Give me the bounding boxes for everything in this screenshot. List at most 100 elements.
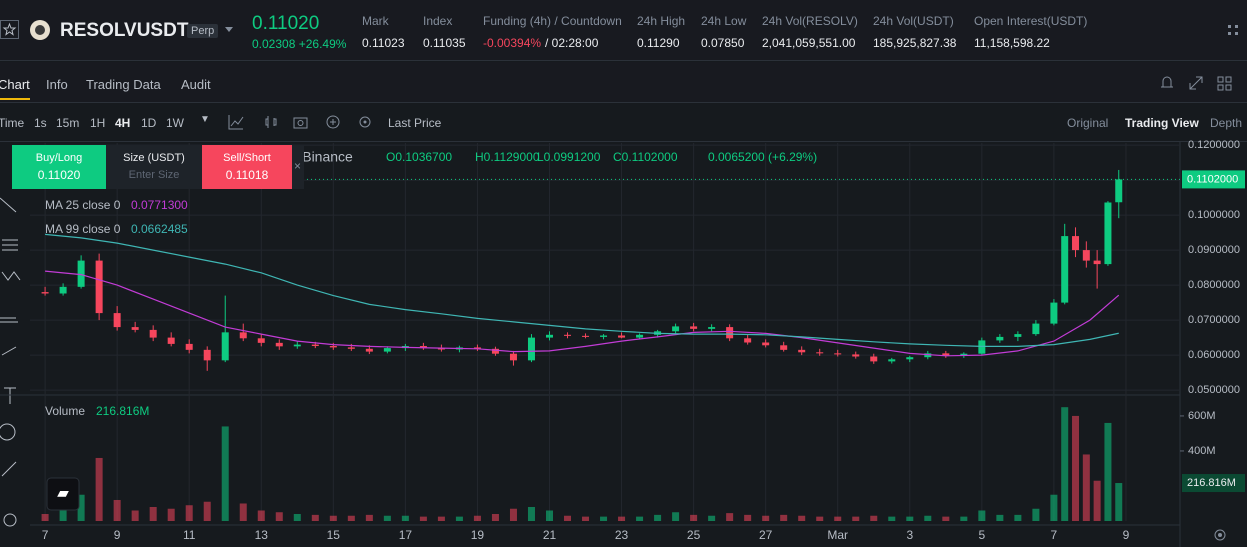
buy-button[interactable]: Buy/Long 0.11020 [12,145,106,189]
view-tab[interactable]: Depth [1210,116,1243,130]
star-icon[interactable] [0,20,20,40]
candle-body [1014,334,1022,337]
candle-body [329,346,337,348]
interval[interactable]: 15m [56,116,80,130]
x-tick-label: 13 [255,528,269,542]
interval[interactable]: 1H [90,116,106,130]
stat-label: Mark [362,14,389,28]
ohlc-value: C0.1102000 [613,150,678,164]
interval[interactable]: 4H [115,116,131,130]
volume-bar [996,514,1004,521]
x-tick-label: 25 [687,528,701,542]
candle-body [1072,236,1080,251]
settings-icon[interactable] [1225,22,1241,38]
volume-bar [744,514,752,521]
candle-body [365,348,373,352]
volume-bar [690,514,698,521]
candle-body [383,348,391,352]
candle-body [888,359,896,362]
candle-body [798,349,806,353]
view-tab[interactable]: Trading View [1125,116,1199,130]
candle-body [239,332,247,339]
volume-bar [383,515,391,521]
volume-bar [1061,407,1069,521]
interval[interactable]: 1W [166,116,184,130]
svg-text:▰: ▰ [57,485,70,501]
volume-bar [365,514,373,521]
tab[interactable]: Chart [0,77,30,100]
volume-bar [636,516,644,521]
candle-body [95,260,103,314]
candle-body [1082,250,1090,261]
volume-bar [1093,480,1101,521]
view-tab[interactable]: Original [1067,116,1109,130]
candle-body [1032,323,1040,335]
interval[interactable]: Time [0,116,25,130]
interval-more[interactable]: ▼ [200,114,210,125]
volume-bar [906,516,914,521]
volume-bar [239,503,247,521]
tab[interactable]: Trading Data [86,77,161,92]
price-type[interactable]: Last Price [388,116,442,130]
size-input[interactable]: Size (USDT) Enter Size [106,145,202,189]
contract-badge: Perp [187,24,219,38]
toolbar-icons[interactable] [228,114,378,130]
close-button[interactable]: × [294,159,302,173]
sell-button[interactable]: Sell/Short 0.11018 [202,145,292,189]
candle-body [780,345,788,350]
x-tick-label: 17 [399,528,413,542]
stat-value: -0.00394% [483,36,542,50]
x-tick-label: 7 [42,528,49,542]
labels: 7 9 11 13 15 17 19 21 23 25 27 Mar 3 5 7 9 0.0500000 0.06… [35,139,1245,542]
sell-price: 0.11018 [225,168,269,182]
volume-bar [600,516,608,521]
ma-value: 0.0771300 [131,198,188,212]
candle-body [131,327,139,330]
volume-bar [95,457,103,521]
ohlc-value: 0.0065200 (+6.29%) [708,150,817,164]
buy-price: 0.11020 [37,168,81,182]
candle-body [257,338,265,343]
candle-body [1050,302,1058,324]
tab[interactable]: Audit [181,77,211,92]
volume-current-axis: 216.816M [1187,477,1236,489]
x-tick-label: 9 [1123,528,1130,542]
candle-body [41,292,49,294]
dropdown-caret[interactable] [224,26,234,34]
candle-body [275,342,283,347]
candle-body [978,340,986,354]
candle-body [960,353,968,356]
candle-body [816,352,824,354]
x-tick-label: 21 [543,528,557,542]
volume-bar [401,515,409,521]
drawing-tools[interactable] [0,197,21,527]
buy-label: Buy/Long [35,152,83,164]
volume-bar [257,510,265,521]
volume-name: Volume [45,404,85,418]
tab[interactable]: Info [46,77,68,92]
interval[interactable]: 1s [34,116,47,130]
volume-bar [654,514,662,521]
candle-body [1093,260,1101,265]
last-price: 0.11020 [252,13,320,34]
x-tick-label: Mar [827,528,848,542]
tab-icons[interactable] [1158,74,1238,92]
x-tick-label: 5 [978,528,985,542]
volume-bar [473,515,481,521]
symbol[interactable]: RESOLVUSDT [60,20,189,41]
settings-gear[interactable] [1214,529,1226,541]
candle-body [167,337,175,344]
ma-name: MA 25 close 0 [45,198,121,212]
volume-bar [978,510,986,521]
sell-label: Sell/Short [223,152,271,164]
candle-body [726,327,734,339]
volume-bar [870,515,878,521]
stat-value: 0.11023 [362,36,405,50]
change: 0.02308 +26.49% [252,37,346,51]
x-tick-label: 11 [183,528,196,542]
interval[interactable]: 1D [141,116,157,130]
volume-bar [1082,454,1090,521]
candle-body [834,353,842,355]
